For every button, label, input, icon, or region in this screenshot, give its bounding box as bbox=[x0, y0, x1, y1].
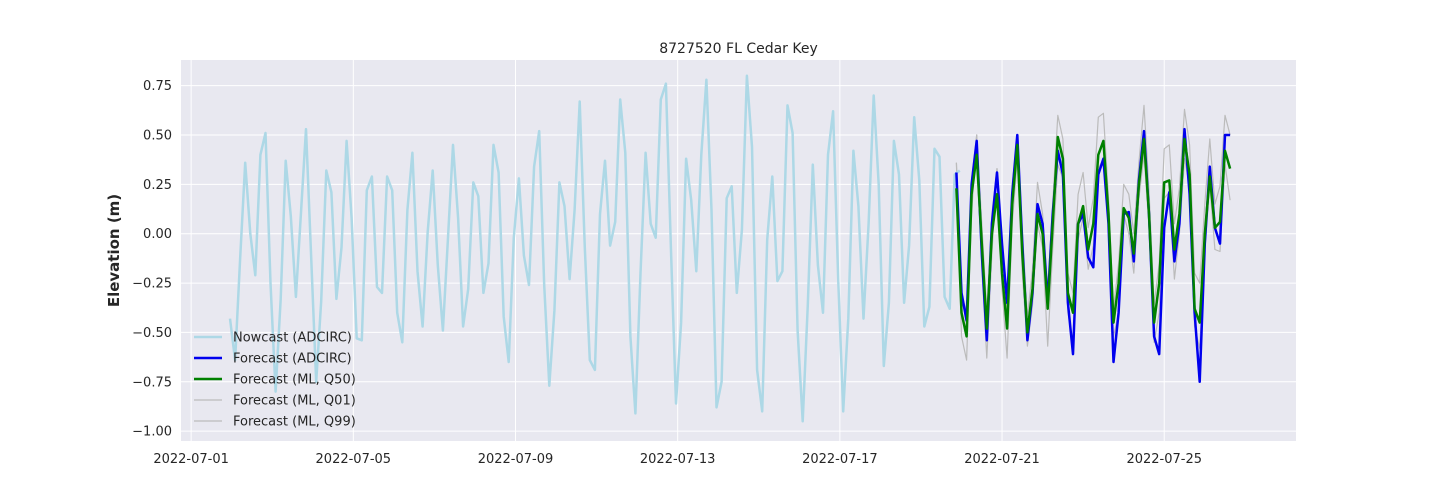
y-tick-label: 0.50 bbox=[143, 129, 172, 144]
x-tick-label: 2022-07-13 bbox=[640, 452, 716, 467]
series-line-0 bbox=[228, 74, 961, 423]
y-tick-label: 0.00 bbox=[143, 227, 172, 242]
legend: Nowcast (ADCIRC) Forecast (ADCIRC) Forecas… bbox=[194, 331, 356, 430]
x-tick-label: 2022-07-05 bbox=[316, 452, 392, 467]
y-axis-label: Elevation (m) bbox=[105, 194, 123, 307]
series-layer bbox=[228, 74, 1232, 423]
legend-label: Forecast (ML, Q50) bbox=[233, 373, 356, 388]
x-tick-label: 2022-07-21 bbox=[964, 452, 1040, 467]
legend-label: Forecast (ADCIRC) bbox=[233, 352, 352, 367]
legend-label: Forecast (ML, Q01) bbox=[233, 394, 356, 409]
y-tick-label: 0.25 bbox=[143, 178, 172, 193]
chart-title: 8727520 FL Cedar Key bbox=[659, 41, 818, 57]
y-tick-label: −0.50 bbox=[132, 326, 172, 341]
x-tick-label: 2022-07-09 bbox=[478, 452, 554, 467]
y-tick-label: −0.75 bbox=[132, 375, 172, 390]
y-axis: −1.00 −0.75 −0.50 −0.25 0.00 0.25 0.50 0.75 bbox=[132, 79, 172, 439]
y-tick-label: −0.25 bbox=[132, 277, 172, 292]
x-axis: 2022-07-01 2022-07-05 2022-07-09 2022-07-13… bbox=[153, 452, 1202, 467]
x-tick-label: 2022-07-25 bbox=[1126, 452, 1202, 467]
x-tick-label: 2022-07-01 bbox=[153, 452, 229, 467]
y-tick-label: −1.00 bbox=[132, 425, 172, 440]
series-line-1 bbox=[955, 127, 1231, 384]
legend-label: Forecast (ML, Q99) bbox=[233, 415, 356, 430]
series-line-2 bbox=[955, 135, 1232, 338]
y-tick-label: 0.75 bbox=[143, 79, 172, 94]
legend-label: Nowcast (ADCIRC) bbox=[233, 331, 352, 346]
x-tick-label: 2022-07-17 bbox=[802, 452, 878, 467]
